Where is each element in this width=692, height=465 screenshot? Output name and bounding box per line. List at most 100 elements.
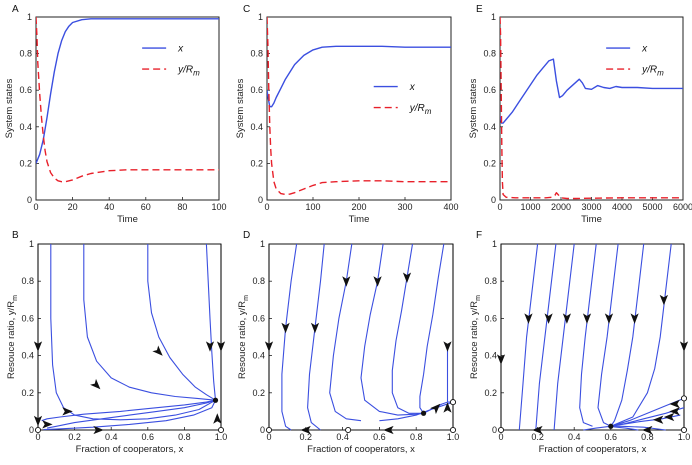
flow-arrow	[630, 313, 639, 324]
trajectory	[610, 243, 672, 427]
y-tick-label: 0.8	[250, 49, 263, 59]
x-tick-label: 80	[177, 202, 187, 212]
legend-label: x	[177, 44, 184, 55]
x-tick-label: 0.6	[142, 432, 155, 442]
x-axis-label: Time	[117, 214, 138, 225]
trajectory	[41, 399, 216, 422]
flow-arrow	[652, 415, 664, 424]
plot-frame	[268, 243, 454, 431]
x-tick-label: 1.0	[447, 432, 460, 442]
y-axis-label-text: Resouce ratio, y/R	[469, 301, 480, 379]
series-line-x	[267, 45, 451, 108]
y-tick-label: 0.6	[483, 85, 496, 95]
x-tick-label: 5000	[642, 202, 662, 212]
y-tick-label: 1	[258, 12, 263, 22]
panel-label: E	[476, 4, 483, 15]
flow-arrow	[544, 313, 553, 324]
panel-d: D 0 0.2 0.4 0.6 0.8 1.0 0 0.2 0.4 0.6 0.8 1 Fraction …	[237, 230, 459, 455]
y-tick-label: 0.2	[19, 158, 32, 168]
series-line-x	[36, 18, 219, 164]
y-tick-label: 1	[260, 239, 265, 249]
flow-arrow	[402, 272, 412, 283]
plot-frame	[35, 16, 220, 201]
series-group	[267, 17, 451, 196]
y-tick-label: 0.4	[21, 351, 34, 361]
unstable-equilibrium	[680, 395, 688, 402]
stable-equilibrium	[420, 410, 427, 416]
trajectory	[391, 243, 424, 414]
x-tick-label: 6000	[673, 202, 692, 212]
flow-arrow	[532, 425, 543, 435]
y-axis-label-text: System states	[468, 78, 479, 138]
y-tick-label: 0.2	[484, 388, 497, 398]
y-tick-label: 1	[27, 12, 32, 22]
panel-label: F	[476, 230, 482, 241]
y-tick-label: 0.8	[21, 276, 34, 286]
trajectory	[83, 244, 216, 401]
x-tick-label: 1.0	[678, 432, 691, 442]
flow-arrow	[663, 412, 675, 422]
legend-label-text: x	[177, 44, 184, 55]
x-tick-label: 0	[497, 202, 502, 212]
x-axis-label: Fraction of cooperators, x	[307, 444, 415, 455]
panel-label: B	[12, 230, 19, 241]
unstable-equilibrium	[449, 399, 457, 406]
flow-arrow	[604, 313, 614, 324]
y-axis-label: Resouce ratio, y/Rm	[469, 295, 482, 379]
unstable-equilibrium	[345, 426, 352, 434]
legend: x y/Rm	[373, 82, 432, 116]
panel-b: B 0 0.2 0.4 0.6 0.8 1.0 0 0.2 0.4 0.6 0.8 1 Fraction …	[6, 230, 227, 455]
trajectory	[583, 425, 611, 431]
x-tick-label: 100	[305, 202, 320, 212]
flow-arrow	[42, 420, 53, 429]
y-tick-label: 0.6	[21, 313, 34, 323]
flow-arrow	[669, 407, 680, 416]
flow-arrow	[679, 341, 689, 352]
y-axis-label: Resouce ratio, y/Rm	[6, 295, 19, 379]
y-axis-label-text: System states	[4, 78, 15, 138]
x-tick-label: 0	[35, 432, 40, 442]
x-tick-label: 0	[498, 432, 503, 442]
x-axis-label: Fraction of cooperators, x	[76, 444, 184, 455]
legend-label-text: x	[409, 82, 416, 93]
trajectory	[43, 399, 216, 431]
x-tick-label: 20	[68, 202, 78, 212]
flow-arrow	[33, 341, 43, 352]
y-axis-label: System states	[468, 78, 479, 138]
y-tick-label: 0.2	[250, 158, 263, 168]
plot-frame	[37, 243, 222, 431]
plot-frame	[499, 16, 684, 201]
series-line-x	[500, 58, 683, 124]
y-tick-label: 1	[492, 239, 497, 249]
panel-a: A 0 20 40 60 80 100 0 0.2 0.4 0.6 0.8 1 Time System st…	[4, 4, 227, 225]
y-tick-label: 0	[27, 195, 32, 205]
x-tick-label: 0.2	[300, 432, 313, 442]
series-group	[36, 17, 219, 183]
y-tick-label: 0.6	[19, 85, 32, 95]
y-axis-label-subscript: m	[243, 295, 250, 301]
y-tick-label: 0.6	[250, 85, 263, 95]
trajectory	[360, 243, 424, 416]
x-tick-label: 0.6	[605, 432, 618, 442]
panel-c: C 0 100 200 300 400 0 0.2 0.4 0.6 0.8 1 Time System s…	[235, 4, 459, 225]
y-tick-label: 0.8	[484, 276, 497, 286]
legend-label-text: y/R	[641, 65, 657, 76]
x-axis-label: Fraction of cooperators, x	[539, 444, 647, 455]
series-line-y-over-rm	[36, 17, 219, 183]
trajectory	[205, 243, 217, 401]
x-tick-label: 0.8	[410, 432, 423, 442]
y-axis-label-text: Resouce ratio, y/R	[6, 301, 17, 379]
y-tick-label: 0.4	[484, 351, 497, 361]
trajectory	[329, 243, 362, 422]
flow-arrow	[659, 294, 668, 306]
flow-arrow	[310, 322, 320, 334]
trajectory	[610, 243, 645, 427]
y-tick-label: 0.4	[250, 122, 263, 132]
unstable-equilibrium	[265, 426, 273, 434]
y-tick-label: 0	[491, 195, 496, 205]
flow-arrow	[300, 425, 311, 435]
panel-label: D	[243, 230, 250, 241]
trajectory	[518, 243, 539, 431]
x-tick-label: 100	[211, 202, 226, 212]
